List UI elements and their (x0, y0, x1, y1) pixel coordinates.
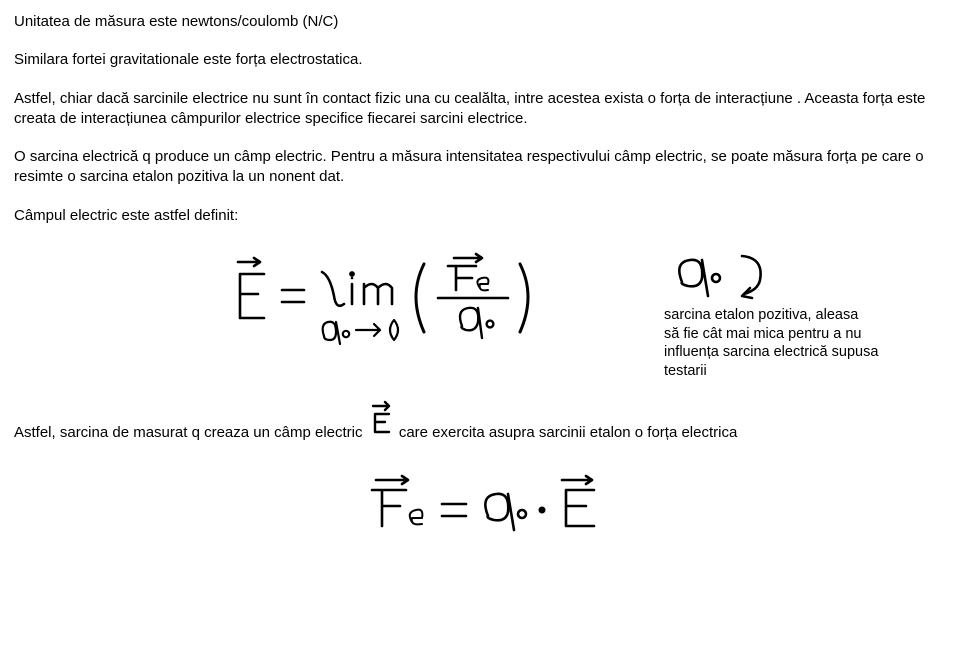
q0-symbol (664, 244, 784, 304)
paragraph-force-intro: Astfel, sarcina de masurat q creaza un c… (14, 414, 970, 452)
formula-force-zone (14, 470, 970, 540)
annot-line-1: sarcina etalon pozitiva, aleasa (664, 307, 858, 323)
q0-annotation-text: sarcina etalon pozitiva, aleasa să fie c… (664, 306, 878, 381)
paragraph-measure: O sarcina electrică q produce un câmp el… (14, 147, 970, 188)
paragraph-interaction: Astfel, chiar dacă sarcinile electrice n… (14, 89, 970, 130)
annot-line-4: testarii (664, 363, 707, 379)
q0-annotation-block: sarcina etalon pozitiva, aleasa să fie c… (664, 244, 878, 381)
paragraph-definition-intro: Câmpul electric este astfel definit: (14, 206, 970, 226)
paragraph-similar: Similara fortei gravitationale este forț… (14, 50, 970, 70)
formula-e-definition (224, 244, 584, 354)
force-intro-part-b: care exercita asupra sarcinii etalon o f… (395, 424, 738, 441)
annot-line-2: să fie cât mai mica pentru a nu (664, 326, 861, 342)
formula-force (362, 470, 622, 540)
paragraph-unit: Unitatea de măsura este newtons/coulomb … (14, 12, 970, 32)
force-intro-part-a: Astfel, sarcina de masurat q creaza un c… (14, 424, 367, 441)
annot-line-3: influența sarcina electrică supusa (664, 344, 878, 360)
formula-definition-zone: sarcina etalon pozitiva, aleasa să fie c… (14, 244, 970, 374)
inline-e-vector (367, 398, 395, 436)
